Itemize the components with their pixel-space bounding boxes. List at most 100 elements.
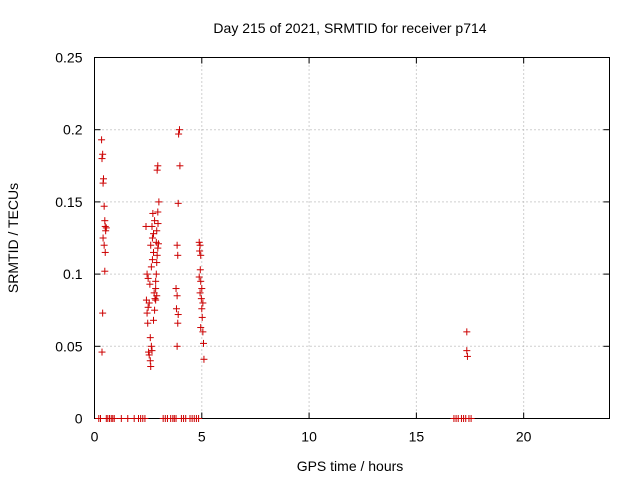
y-tick-label: 0.05 — [55, 338, 82, 354]
data-point — [99, 150, 107, 158]
data-point — [117, 415, 125, 422]
data-point — [146, 280, 154, 288]
data-point — [99, 234, 107, 242]
data-point — [143, 270, 151, 278]
data-point — [175, 126, 183, 134]
data-point — [146, 334, 154, 342]
data-point — [467, 415, 475, 422]
data-point — [463, 352, 471, 360]
data-point — [154, 162, 162, 170]
data-point — [148, 234, 156, 242]
x-tick-labels: 0 5 10 15 20 — [91, 429, 532, 445]
data-point — [147, 342, 155, 350]
data-point — [141, 415, 149, 422]
data-point — [176, 162, 184, 170]
axis-ticks — [94, 57, 610, 419]
data-point — [144, 303, 152, 311]
data-point — [152, 270, 160, 278]
data-point — [172, 305, 180, 313]
plot-frame — [94, 57, 610, 419]
data-point — [173, 342, 181, 350]
data-point — [101, 267, 109, 275]
data-point — [147, 241, 155, 249]
data-point — [198, 305, 206, 313]
data-point — [145, 299, 153, 307]
data-point — [150, 230, 158, 238]
data-point — [196, 289, 204, 297]
data-point — [155, 198, 163, 206]
data-point — [142, 222, 150, 230]
data-point — [198, 285, 206, 293]
data-point — [144, 319, 152, 327]
data-point — [153, 251, 161, 259]
grid-lines — [94, 57, 610, 419]
data-point — [152, 238, 160, 246]
data-point — [173, 292, 181, 300]
data-point — [147, 263, 155, 271]
data-point — [200, 355, 208, 363]
x-axis-label: GPS time / hours — [297, 458, 404, 474]
data-point — [195, 238, 203, 246]
data-point — [199, 328, 207, 336]
data-points — [95, 126, 475, 422]
y-tick-label: 0.25 — [55, 50, 82, 66]
data-point — [197, 295, 205, 303]
data-point — [150, 316, 158, 324]
data-point — [172, 285, 180, 293]
data-point — [152, 296, 160, 304]
y-tick-label: 0.2 — [63, 122, 83, 138]
data-point — [463, 328, 471, 336]
x-tick-label: 20 — [516, 429, 532, 445]
x-tick-label: 10 — [301, 429, 317, 445]
data-point — [145, 351, 153, 359]
data-point — [174, 251, 182, 259]
data-point — [154, 220, 162, 228]
y-tick-label: 0.1 — [63, 266, 83, 282]
data-point — [102, 224, 110, 232]
data-point — [148, 222, 156, 230]
data-point — [124, 415, 132, 422]
data-point — [151, 306, 159, 314]
data-point — [199, 299, 207, 307]
y-tick-labels: 0 0.05 0.1 0.15 0.2 0.25 — [55, 50, 82, 427]
data-point — [174, 319, 182, 327]
data-point — [145, 348, 153, 356]
data-point — [196, 266, 204, 274]
data-point — [197, 324, 205, 332]
data-point — [197, 251, 205, 259]
data-point — [154, 208, 162, 216]
data-point — [100, 241, 108, 249]
data-point — [463, 347, 471, 355]
data-point — [144, 274, 152, 282]
data-point — [175, 130, 183, 138]
data-point — [150, 248, 158, 256]
x-tick-label: 15 — [409, 429, 425, 445]
data-point — [200, 339, 208, 347]
data-point — [98, 348, 106, 356]
data-point — [174, 199, 182, 207]
data-point — [101, 248, 109, 256]
chart-title: Day 215 of 2021, SRMTID for receiver p71… — [213, 20, 486, 36]
data-point — [153, 166, 161, 174]
data-point — [110, 415, 118, 422]
data-point — [152, 277, 160, 285]
data-point — [152, 285, 160, 293]
x-tick-label: 0 — [91, 429, 99, 445]
data-point — [98, 136, 106, 144]
data-point — [148, 256, 156, 264]
data-point — [151, 295, 159, 303]
data-point — [153, 292, 161, 300]
data-point — [151, 217, 159, 225]
data-point — [102, 227, 110, 235]
data-point — [198, 313, 206, 321]
x-tick-label: 5 — [198, 429, 206, 445]
data-point — [153, 259, 161, 267]
data-point — [147, 363, 155, 371]
data-point — [100, 175, 108, 183]
data-point — [174, 311, 182, 319]
data-point — [98, 155, 106, 163]
data-point — [195, 273, 203, 281]
data-point — [173, 241, 181, 249]
data-point — [153, 227, 161, 235]
